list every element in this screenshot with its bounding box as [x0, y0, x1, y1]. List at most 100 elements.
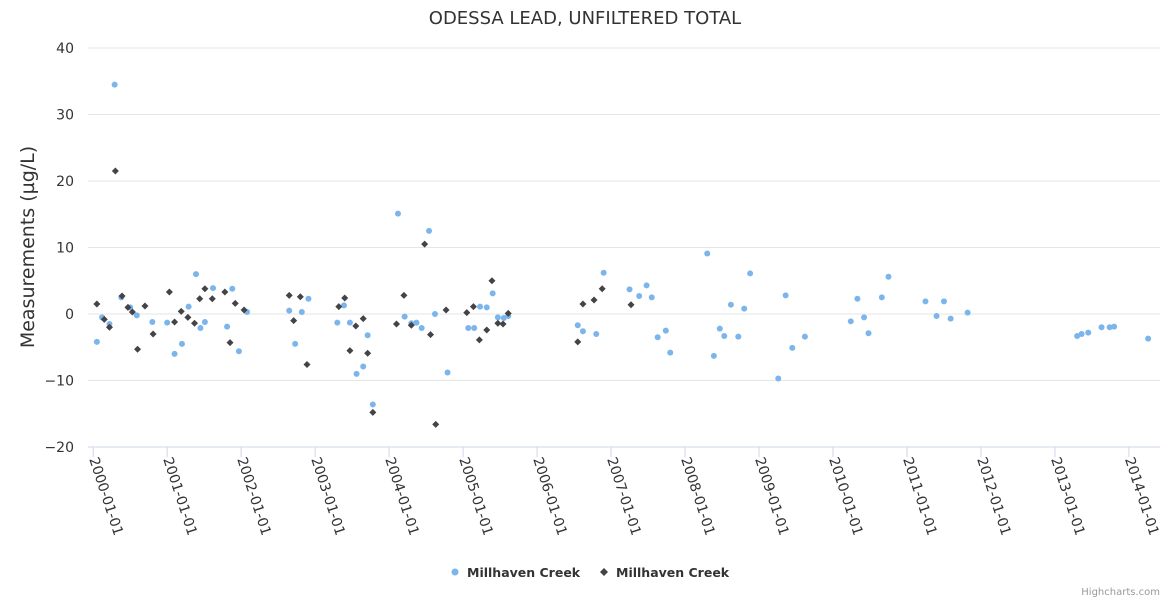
data-point-diamond[interactable]	[574, 338, 582, 346]
data-point-circle[interactable]	[178, 340, 185, 347]
data-point-circle[interactable]	[878, 294, 885, 301]
data-point-circle[interactable]	[471, 324, 478, 331]
data-point-circle[interactable]	[346, 319, 353, 326]
data-point-circle[interactable]	[353, 370, 360, 377]
data-point-circle[interactable]	[593, 330, 600, 337]
data-point-circle[interactable]	[626, 286, 633, 293]
data-point-circle[interactable]	[735, 333, 742, 340]
data-point-diamond[interactable]	[335, 303, 343, 311]
data-point-circle[interactable]	[704, 250, 711, 257]
data-point-diamond[interactable]	[165, 288, 173, 296]
data-point-circle[interactable]	[197, 324, 204, 331]
data-point-circle[interactable]	[964, 309, 971, 316]
data-point-circle[interactable]	[494, 314, 501, 321]
data-point-circle[interactable]	[369, 401, 376, 408]
data-point-circle[interactable]	[847, 318, 854, 325]
data-point-circle[interactable]	[292, 340, 299, 347]
data-point-diamond[interactable]	[369, 408, 377, 416]
data-point-circle[interactable]	[149, 318, 156, 325]
data-point-diamond[interactable]	[475, 336, 483, 344]
data-point-circle[interactable]	[667, 349, 674, 356]
data-point-circle[interactable]	[636, 293, 643, 300]
data-point-circle[interactable]	[224, 323, 231, 330]
data-point-diamond[interactable]	[590, 296, 598, 304]
data-point-diamond[interactable]	[93, 300, 101, 308]
data-point-diamond[interactable]	[118, 292, 126, 300]
data-point-circle[interactable]	[600, 269, 607, 276]
data-point-diamond[interactable]	[427, 331, 435, 339]
data-point-diamond[interactable]	[364, 349, 372, 357]
data-point-circle[interactable]	[1085, 329, 1092, 336]
data-point-circle[interactable]	[360, 363, 367, 370]
data-point-diamond[interactable]	[134, 345, 142, 353]
data-point-diamond[interactable]	[499, 320, 507, 328]
data-point-circle[interactable]	[286, 307, 293, 314]
legend-item-series-2[interactable]: Millhaven Creek	[600, 565, 730, 580]
data-point-circle[interactable]	[111, 81, 118, 88]
data-point-diamond[interactable]	[598, 285, 606, 293]
data-point-circle[interactable]	[933, 312, 940, 319]
data-point-circle[interactable]	[747, 270, 754, 277]
data-point-circle[interactable]	[364, 332, 371, 339]
data-point-circle[interactable]	[477, 303, 484, 310]
data-point-diamond[interactable]	[105, 323, 113, 331]
data-point-diamond[interactable]	[208, 295, 216, 303]
data-point-circle[interactable]	[413, 319, 420, 326]
data-point-diamond[interactable]	[149, 330, 157, 338]
legend-item-series-1[interactable]: Millhaven Creek	[451, 565, 581, 580]
data-point-circle[interactable]	[885, 273, 892, 280]
data-point-circle[interactable]	[133, 312, 140, 319]
data-point-circle[interactable]	[298, 309, 305, 316]
data-point-diamond[interactable]	[111, 167, 119, 175]
data-point-circle[interactable]	[947, 315, 954, 322]
data-point-circle[interactable]	[865, 330, 872, 337]
data-point-circle[interactable]	[861, 314, 868, 321]
data-point-diamond[interactable]	[191, 319, 199, 327]
data-point-circle[interactable]	[721, 332, 728, 339]
data-point-circle[interactable]	[801, 333, 808, 340]
data-point-circle[interactable]	[716, 325, 723, 332]
data-point-diamond[interactable]	[488, 277, 496, 285]
data-point-circle[interactable]	[775, 375, 782, 382]
data-point-diamond[interactable]	[303, 361, 311, 369]
data-point-circle[interactable]	[854, 295, 861, 302]
data-point-diamond[interactable]	[341, 294, 349, 302]
data-point-diamond[interactable]	[296, 293, 304, 301]
data-point-diamond[interactable]	[359, 315, 367, 323]
data-point-circle[interactable]	[1098, 324, 1105, 331]
data-point-circle[interactable]	[426, 227, 433, 234]
data-point-circle[interactable]	[940, 298, 947, 305]
data-point-circle[interactable]	[394, 210, 401, 217]
data-point-diamond[interactable]	[128, 308, 136, 316]
data-point-circle[interactable]	[334, 319, 341, 326]
data-point-circle[interactable]	[201, 318, 208, 325]
data-point-circle[interactable]	[579, 328, 586, 335]
data-point-diamond[interactable]	[352, 322, 360, 330]
data-point-circle[interactable]	[431, 311, 438, 317]
data-point-diamond[interactable]	[469, 303, 477, 311]
data-point-diamond[interactable]	[177, 307, 185, 315]
data-point-circle[interactable]	[465, 324, 472, 331]
data-point-diamond[interactable]	[184, 313, 192, 321]
data-point-circle[interactable]	[235, 348, 242, 355]
data-point-circle[interactable]	[782, 292, 789, 299]
data-point-circle[interactable]	[193, 271, 200, 278]
data-point-diamond[interactable]	[290, 317, 298, 325]
data-point-diamond[interactable]	[627, 301, 635, 309]
data-point-circle[interactable]	[574, 322, 581, 329]
data-point-diamond[interactable]	[432, 420, 440, 428]
data-point-diamond[interactable]	[285, 291, 293, 299]
data-point-circle[interactable]	[164, 319, 171, 326]
data-point-circle[interactable]	[922, 298, 929, 305]
data-point-diamond[interactable]	[393, 320, 401, 328]
data-point-circle[interactable]	[93, 338, 100, 345]
data-point-circle[interactable]	[305, 295, 312, 302]
data-point-diamond[interactable]	[421, 240, 429, 248]
data-point-circle[interactable]	[1111, 323, 1118, 330]
data-point-circle[interactable]	[418, 324, 425, 331]
data-point-circle[interactable]	[229, 285, 236, 292]
data-point-diamond[interactable]	[201, 285, 209, 293]
data-point-diamond[interactable]	[407, 321, 415, 329]
data-point-diamond[interactable]	[494, 319, 502, 327]
data-point-diamond[interactable]	[346, 347, 354, 355]
